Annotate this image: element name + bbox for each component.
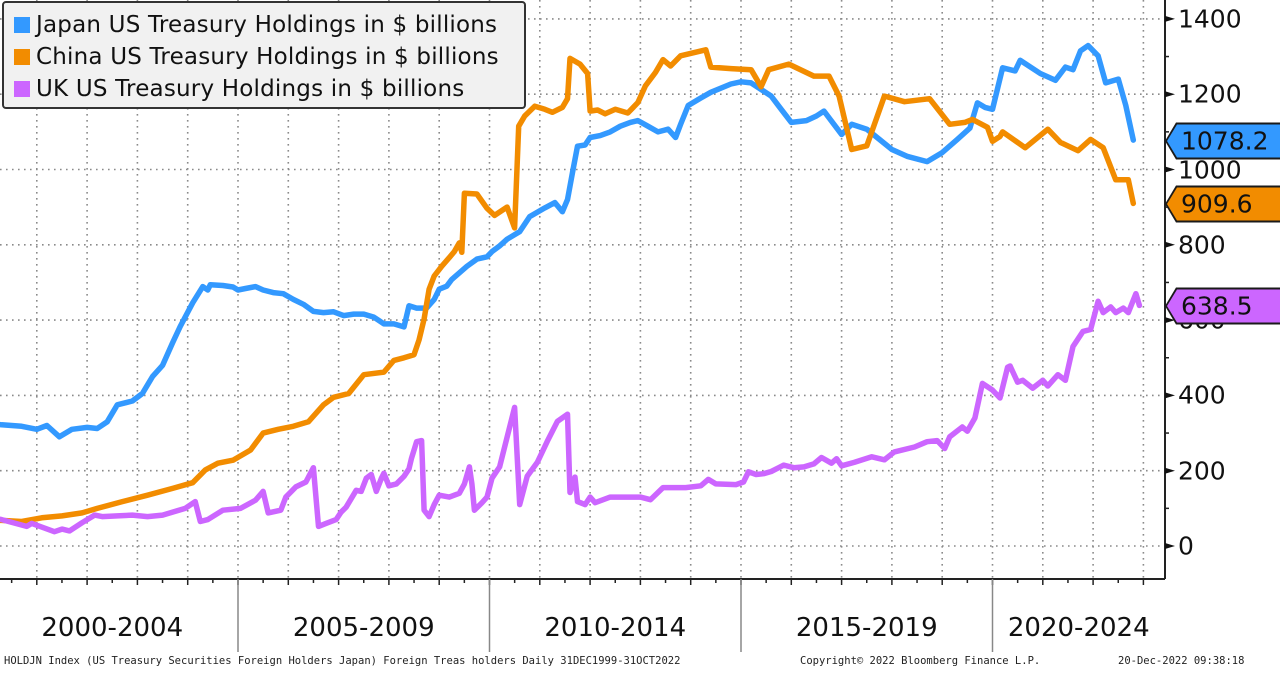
axes [0, 0, 1175, 652]
y-axis-tick [1165, 543, 1175, 549]
y-tick-label: 800 [1178, 230, 1226, 260]
y-axis-tick [1165, 91, 1175, 98]
legend-label-japan: Japan US Treasury Holdings in $ billions [36, 12, 498, 38]
series-lines [0, 42, 1143, 535]
legend-swatch-uk [14, 81, 30, 97]
legend-item-japan: Japan US Treasury Holdings in $ billions [14, 9, 524, 41]
legend-swatch-japan [14, 17, 30, 33]
y-tick-label: 0 [1178, 531, 1194, 561]
legend-item-uk: UK US Treasury Holdings in $ billions [14, 73, 524, 105]
y-tick-label: 1000 [1178, 155, 1242, 184]
last-value-tag-uk: 638.5 [1167, 289, 1280, 323]
legend-label-uk: UK US Treasury Holdings in $ billions [36, 76, 465, 102]
legend-swatch-china [14, 49, 30, 65]
legend-label-china: China US Treasury Holdings in $ billions [36, 44, 499, 70]
y-axis-tick [1165, 15, 1175, 22]
footer-copyright: Copyright© 2022 Bloomberg Finance L.P. [800, 655, 1041, 667]
y-axis-tick [1165, 467, 1175, 474]
legend-item-china: China US Treasury Holdings in $ billions [14, 41, 524, 73]
grid-lines [0, 0, 1165, 579]
y-axis-tick [1165, 317, 1175, 324]
y-axis-tick [1165, 392, 1175, 399]
last-value-tag-china: 909.6 [1167, 187, 1280, 221]
y-tick-label: 400 [1178, 380, 1226, 410]
last-value-tag-japan: 1078.2 [1167, 124, 1280, 158]
x-period-label: 2015-2019 [795, 613, 938, 643]
series-line-japan [0, 42, 1137, 440]
x-period-label: 2020-2024 [1007, 613, 1150, 643]
x-period-label: 2005-2009 [292, 613, 435, 643]
series-line-china [0, 47, 1137, 525]
y-tick-label: 1400 [1178, 4, 1242, 34]
footer-timestamp: 20-Dec-2022 09:38:18 [1118, 655, 1245, 667]
series-line-uk [0, 290, 1143, 535]
x-period-label: 2000-2004 [41, 613, 184, 643]
x-period-label: 2010-2014 [544, 613, 687, 643]
y-tick-label: 200 [1178, 456, 1226, 486]
footer-source: HOLDJN Index (US Treasury Securities For… [4, 655, 681, 667]
y-tick-label: 1200 [1178, 79, 1242, 109]
legend: Japan US Treasury Holdings in $ billions… [2, 1, 526, 109]
y-axis-tick [1165, 241, 1175, 248]
y-axis-tick [1165, 166, 1175, 173]
